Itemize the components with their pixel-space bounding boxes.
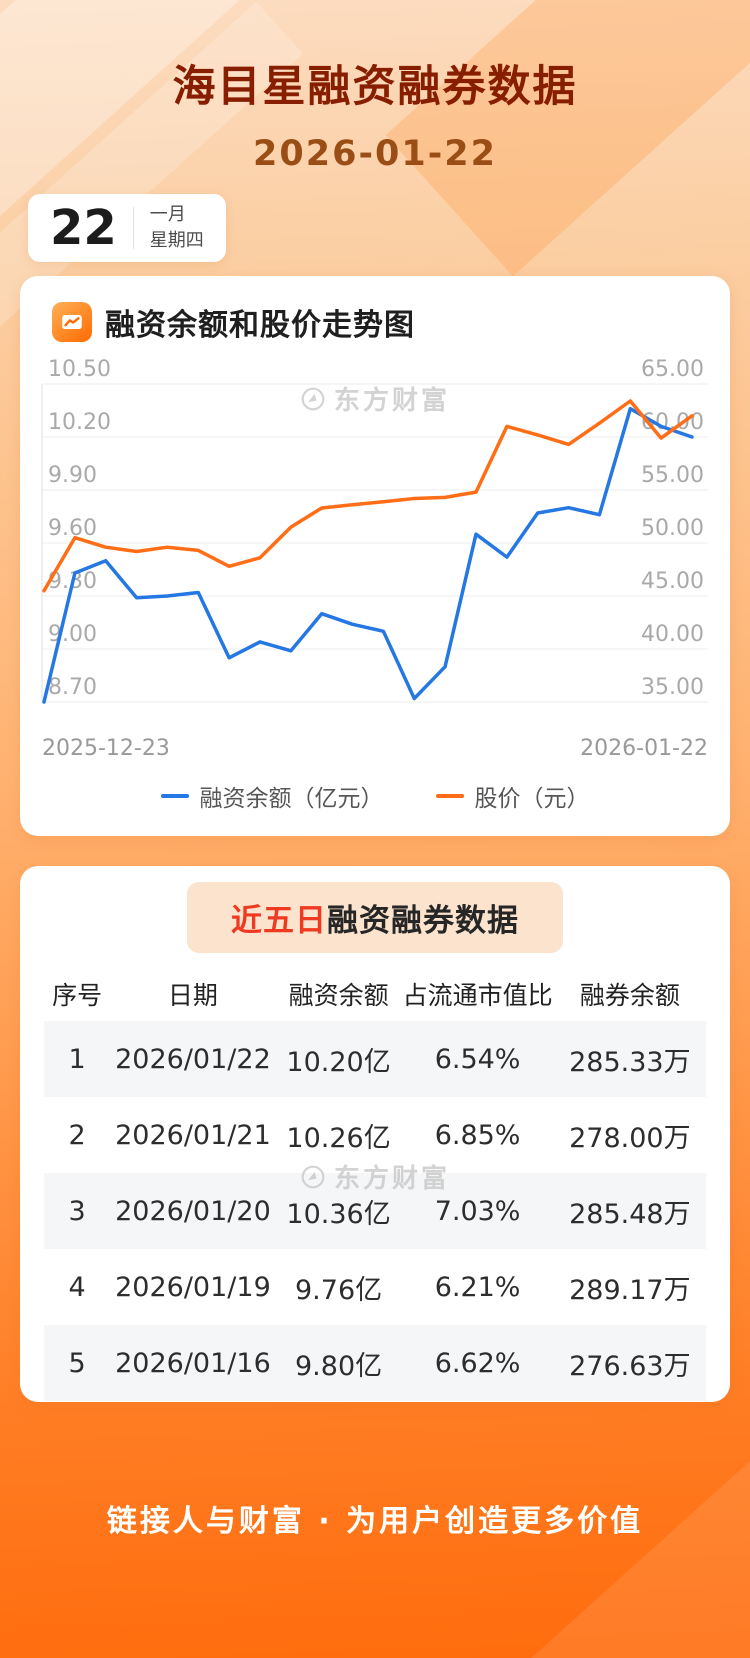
legend-label: 融资余额（亿元） <box>199 786 384 812</box>
margin-data-table: 序号 日期 融资余额 占流通市值比 融券余额 1 2026/01/22 10.20亿 6.54… <box>44 967 706 1401</box>
svg-text:8.70: 8.70 <box>48 675 97 700</box>
calendar-day: 22 <box>50 200 117 256</box>
chart-title: 融资余额和股价走势图 <box>105 308 415 343</box>
footer-slogan: 链接人与财富 · 为用户创造更多价值 <box>106 1504 644 1539</box>
trend-chart-icon <box>52 302 92 342</box>
table-title: 近五日融资融券数据 <box>187 882 563 953</box>
table-card: 近五日融资融券数据 东方财富 序号 日期 融资余额 占流通市值比 融券余额 1 2026/… <box>20 866 730 1402</box>
table-header: 序号 日期 融资余额 占流通市值比 融券余额 <box>44 967 706 1021</box>
table-cell: 10.26亿 <box>286 1122 391 1154</box>
table-cell: 2026/01/20 <box>115 1195 271 1227</box>
table-cell: 276.63万 <box>569 1350 691 1382</box>
svg-text:9.00: 9.00 <box>48 622 97 647</box>
svg-text:10.20: 10.20 <box>48 410 111 435</box>
table-body: 1 2026/01/22 10.20亿 6.54% 285.33万 2 2026/01/21… <box>44 1021 706 1401</box>
table-cell: 1 <box>68 1043 86 1075</box>
svg-text:50.00: 50.00 <box>641 516 704 541</box>
header-date: 2026-01-22 <box>253 134 497 174</box>
table-cell: 285.33万 <box>569 1046 691 1078</box>
table-cell: 7.03% <box>434 1195 521 1227</box>
table-row: 1 2026/01/22 10.20亿 6.54% 285.33万 <box>44 1021 706 1097</box>
table-row: 2 2026/01/21 10.26亿 6.85% 278.00万 <box>44 1097 706 1173</box>
column-header: 融券余额 <box>579 981 680 1010</box>
table-cell: 4 <box>68 1271 86 1303</box>
line-chart: 东方财富 10.50 65.00 10.20 60.00 9.90 55.00 9.60 50… <box>40 354 710 813</box>
header: 海目星融资融券数据 2026-01-22 <box>0 0 750 174</box>
calendar-month: 一月 <box>149 203 186 225</box>
calendar-info: 一月 星期四 <box>150 202 204 254</box>
table-cell: 5 <box>68 1347 86 1379</box>
table-row: 3 2026/01/20 10.36亿 7.03% 285.48万 <box>44 1173 706 1249</box>
svg-text:55.00: 55.00 <box>641 463 704 488</box>
table-row: 5 2026/01/16 9.80亿 6.62% 276.63万 <box>44 1325 706 1401</box>
table-cell: 278.00万 <box>569 1122 691 1154</box>
table-cell: 10.36亿 <box>286 1198 391 1230</box>
table-cell: 6.54% <box>434 1043 521 1075</box>
table-cell: 9.80亿 <box>295 1350 383 1382</box>
table-cell: 2026/01/22 <box>115 1043 271 1075</box>
table-cell: 2026/01/16 <box>115 1347 271 1379</box>
table-cell: 9.76亿 <box>295 1274 383 1306</box>
calendar-divider <box>132 207 134 249</box>
column-header: 序号 <box>52 981 103 1010</box>
bg-streak <box>438 1433 750 1658</box>
table-cell: 2026/01/21 <box>115 1119 271 1151</box>
legend-label: 股价（元） <box>474 786 590 812</box>
svg-text:9.60: 9.60 <box>48 516 97 541</box>
table-cell: 289.17万 <box>569 1274 691 1306</box>
column-header: 占流通市值比 <box>402 981 553 1010</box>
svg-text:35.00: 35.00 <box>641 675 704 700</box>
svg-text:65.00: 65.00 <box>641 357 704 382</box>
x-axis-end-label: 2026-01-22 <box>580 736 708 761</box>
legend-item-stock-price: 股价（元） <box>435 779 590 813</box>
svg-text:40.00: 40.00 <box>641 622 704 647</box>
table-cell: 2026/01/19 <box>115 1271 271 1303</box>
table-cell: 2 <box>68 1119 86 1151</box>
legend-swatch-blue <box>160 794 189 798</box>
table-row: 4 2026/01/19 9.76亿 6.21% 289.17万 <box>44 1249 706 1325</box>
chart-legend: 融资余额（亿元） 股价（元） <box>40 779 710 813</box>
chart-card-header: 融资余额和股价走势图 <box>40 300 710 344</box>
svg-text:10.50: 10.50 <box>48 357 111 382</box>
table-title-rest: 融资融券数据 <box>327 903 519 939</box>
svg-text:45.00: 45.00 <box>641 569 704 594</box>
svg-text:9.90: 9.90 <box>48 463 97 488</box>
page-title: 海目星融资融券数据 <box>172 62 578 112</box>
table-cell: 6.21% <box>434 1271 521 1303</box>
table-title-highlight: 近五日 <box>231 903 327 939</box>
table-cell: 285.48万 <box>569 1198 691 1230</box>
x-axis-labels: 2025-12-23 2026-01-22 <box>40 736 710 761</box>
footer: 链接人与财富 · 为用户创造更多价值 <box>0 1496 750 1540</box>
calendar-weekday: 星期四 <box>149 230 204 251</box>
column-header: 日期 <box>167 981 218 1010</box>
legend-item-margin-balance: 融资余额（亿元） <box>160 779 384 813</box>
table-cell: 10.20亿 <box>286 1046 391 1078</box>
x-axis-start-label: 2025-12-23 <box>42 736 170 761</box>
legend-swatch-orange <box>435 794 464 798</box>
table-cell: 6.62% <box>434 1347 521 1379</box>
table-cell: 6.85% <box>434 1119 521 1151</box>
chart-card: 融资余额和股价走势图 东方财富 10.50 65.00 10.20 60.00 9.90… <box>20 276 730 836</box>
calendar-card: 22 一月 星期四 <box>28 194 226 262</box>
column-header: 融资余额 <box>288 981 389 1010</box>
table-cell: 3 <box>68 1195 86 1227</box>
